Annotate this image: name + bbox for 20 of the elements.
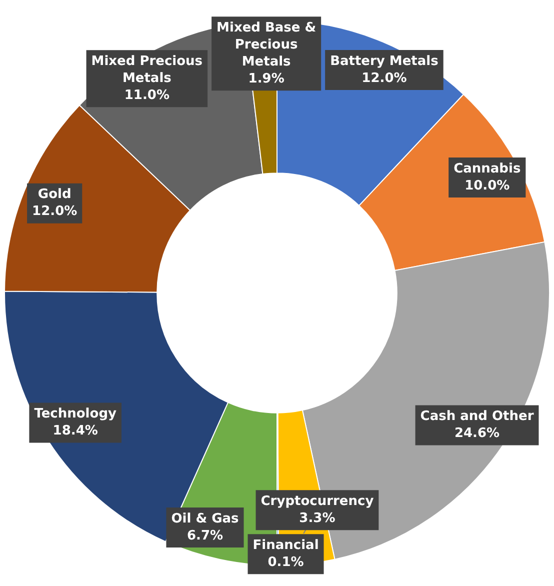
- data-label: 0.1%: [268, 554, 304, 570]
- data-label: 18.4%: [52, 424, 98, 439]
- slice-label: Cash and Other: [420, 409, 534, 424]
- data-label: 6.7%: [186, 528, 224, 544]
- data-label: 24.6%: [454, 426, 500, 442]
- slice-label: Technology: [34, 406, 117, 422]
- data-label: 3.3%: [299, 510, 336, 526]
- data-label: 1.9%: [248, 72, 284, 86]
- slice-label: Mixed Base & Precious Metals: [216, 20, 316, 70]
- slice-label: Mixed Precious Metals: [91, 54, 203, 86]
- slice-label: Cannabis: [454, 161, 521, 176]
- data-label: 12.0%: [362, 70, 407, 86]
- data-label: 10.0%: [464, 178, 510, 194]
- data-label: 11.0%: [124, 88, 170, 104]
- slice-label: Oil & Gas: [171, 511, 240, 526]
- slice-label: Financial: [252, 538, 319, 553]
- slice-label: Battery Metals: [330, 54, 439, 69]
- slice-label: Cryptocurrency: [260, 494, 374, 509]
- data-label: 12.0%: [32, 204, 78, 220]
- slice-label: Gold: [38, 187, 72, 202]
